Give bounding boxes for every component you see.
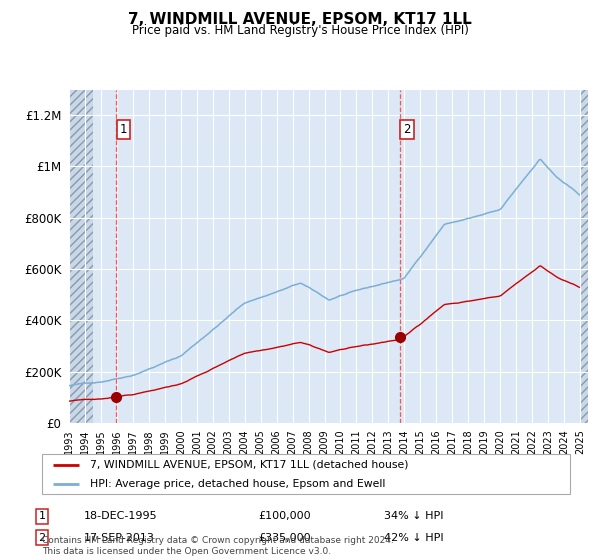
Text: 1: 1	[120, 123, 127, 136]
Text: 2: 2	[38, 533, 46, 543]
Text: 18-DEC-1995: 18-DEC-1995	[84, 511, 158, 521]
Text: 42% ↓ HPI: 42% ↓ HPI	[384, 533, 443, 543]
Bar	[580, 90, 588, 423]
Text: £335,000: £335,000	[258, 533, 311, 543]
Bar	[69, 90, 93, 423]
Text: £100,000: £100,000	[258, 511, 311, 521]
Text: 17-SEP-2013: 17-SEP-2013	[84, 533, 155, 543]
Text: Price paid vs. HM Land Registry's House Price Index (HPI): Price paid vs. HM Land Registry's House …	[131, 24, 469, 36]
Text: Contains HM Land Registry data © Crown copyright and database right 2024.
This d: Contains HM Land Registry data © Crown c…	[42, 536, 394, 556]
Text: HPI: Average price, detached house, Epsom and Ewell: HPI: Average price, detached house, Epso…	[89, 479, 385, 489]
Text: 34% ↓ HPI: 34% ↓ HPI	[384, 511, 443, 521]
Text: 7, WINDMILL AVENUE, EPSOM, KT17 1LL: 7, WINDMILL AVENUE, EPSOM, KT17 1LL	[128, 12, 472, 27]
Text: 1: 1	[38, 511, 46, 521]
Text: 7, WINDMILL AVENUE, EPSOM, KT17 1LL (detached house): 7, WINDMILL AVENUE, EPSOM, KT17 1LL (det…	[89, 460, 408, 470]
Text: 2: 2	[403, 123, 410, 136]
